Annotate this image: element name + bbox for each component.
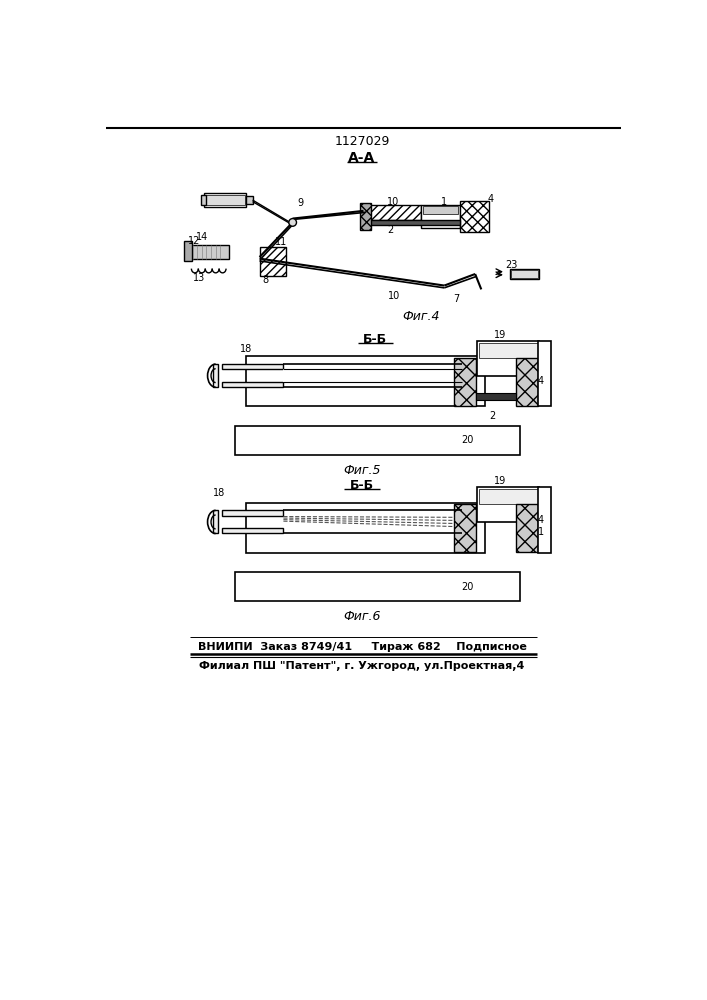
Bar	[204, 193, 247, 207]
Bar	[284, 364, 314, 387]
Text: 4: 4	[537, 515, 544, 525]
Bar	[421, 205, 460, 228]
Text: Б-Б: Б-Б	[363, 333, 387, 346]
Text: 8: 8	[262, 275, 269, 285]
Bar	[213, 510, 218, 533]
Text: 1: 1	[441, 197, 448, 207]
Bar	[460, 201, 489, 232]
Bar	[222, 528, 284, 533]
Bar	[477, 487, 539, 522]
Text: 10: 10	[388, 291, 400, 301]
Bar	[455, 504, 476, 552]
Text: 1: 1	[537, 527, 544, 537]
Bar	[423, 206, 458, 214]
Bar	[247, 196, 252, 204]
Bar	[247, 503, 485, 553]
Bar	[516, 358, 537, 406]
Circle shape	[288, 219, 296, 226]
Text: 23: 23	[505, 260, 518, 270]
Text: 19: 19	[494, 476, 507, 486]
Bar	[516, 504, 537, 552]
Bar	[510, 269, 539, 279]
Bar	[537, 487, 551, 553]
Bar	[455, 358, 476, 406]
Bar	[479, 489, 537, 504]
Text: Филиал ПШ "Патент", г. Ужгород, ул.Проектная,4: Филиал ПШ "Патент", г. Ужгород, ул.Проек…	[199, 661, 525, 671]
Bar	[284, 369, 314, 382]
Text: 4: 4	[488, 194, 493, 204]
Bar	[360, 203, 371, 230]
Text: 19: 19	[494, 330, 507, 340]
Text: 20: 20	[461, 582, 474, 592]
Text: 20: 20	[461, 435, 474, 445]
Text: 14: 14	[196, 232, 208, 242]
Text: Фиг.6: Фиг.6	[343, 610, 380, 623]
Text: Фиг.4: Фиг.4	[402, 310, 440, 323]
Text: 4: 4	[537, 376, 544, 386]
Text: 9: 9	[297, 198, 303, 208]
Bar	[363, 220, 460, 225]
Bar	[222, 364, 284, 369]
Text: 13: 13	[193, 273, 206, 283]
Text: 12: 12	[188, 236, 200, 246]
Bar	[190, 245, 229, 259]
Bar	[184, 241, 192, 261]
Text: 10: 10	[387, 197, 399, 207]
Text: 1127029: 1127029	[334, 135, 390, 148]
Bar	[477, 341, 539, 376]
Text: ВНИИПИ  Заказ 8749/41     Тираж 682    Подписное: ВНИИПИ Заказ 8749/41 Тираж 682 Подписное	[197, 642, 527, 652]
Bar	[235, 426, 520, 455]
Bar	[213, 364, 218, 387]
Text: А-А: А-А	[349, 151, 375, 165]
Bar	[511, 270, 537, 278]
Bar	[235, 572, 520, 601]
Bar	[476, 393, 516, 400]
Text: Фиг.5: Фиг.5	[343, 464, 380, 477]
Text: 11: 11	[275, 237, 287, 247]
Bar	[247, 356, 485, 406]
Text: 2: 2	[490, 411, 496, 421]
Bar	[259, 247, 286, 276]
Bar	[537, 341, 551, 406]
Text: 18: 18	[240, 344, 252, 354]
Bar	[363, 205, 421, 220]
Bar	[479, 343, 537, 358]
Text: 2: 2	[387, 225, 394, 235]
Bar	[201, 195, 206, 205]
Text: 18: 18	[214, 488, 226, 498]
Bar	[222, 382, 284, 387]
Bar	[206, 195, 245, 205]
Bar	[222, 510, 284, 516]
Text: Б-Б: Б-Б	[350, 479, 374, 492]
Text: 7: 7	[452, 294, 459, 304]
